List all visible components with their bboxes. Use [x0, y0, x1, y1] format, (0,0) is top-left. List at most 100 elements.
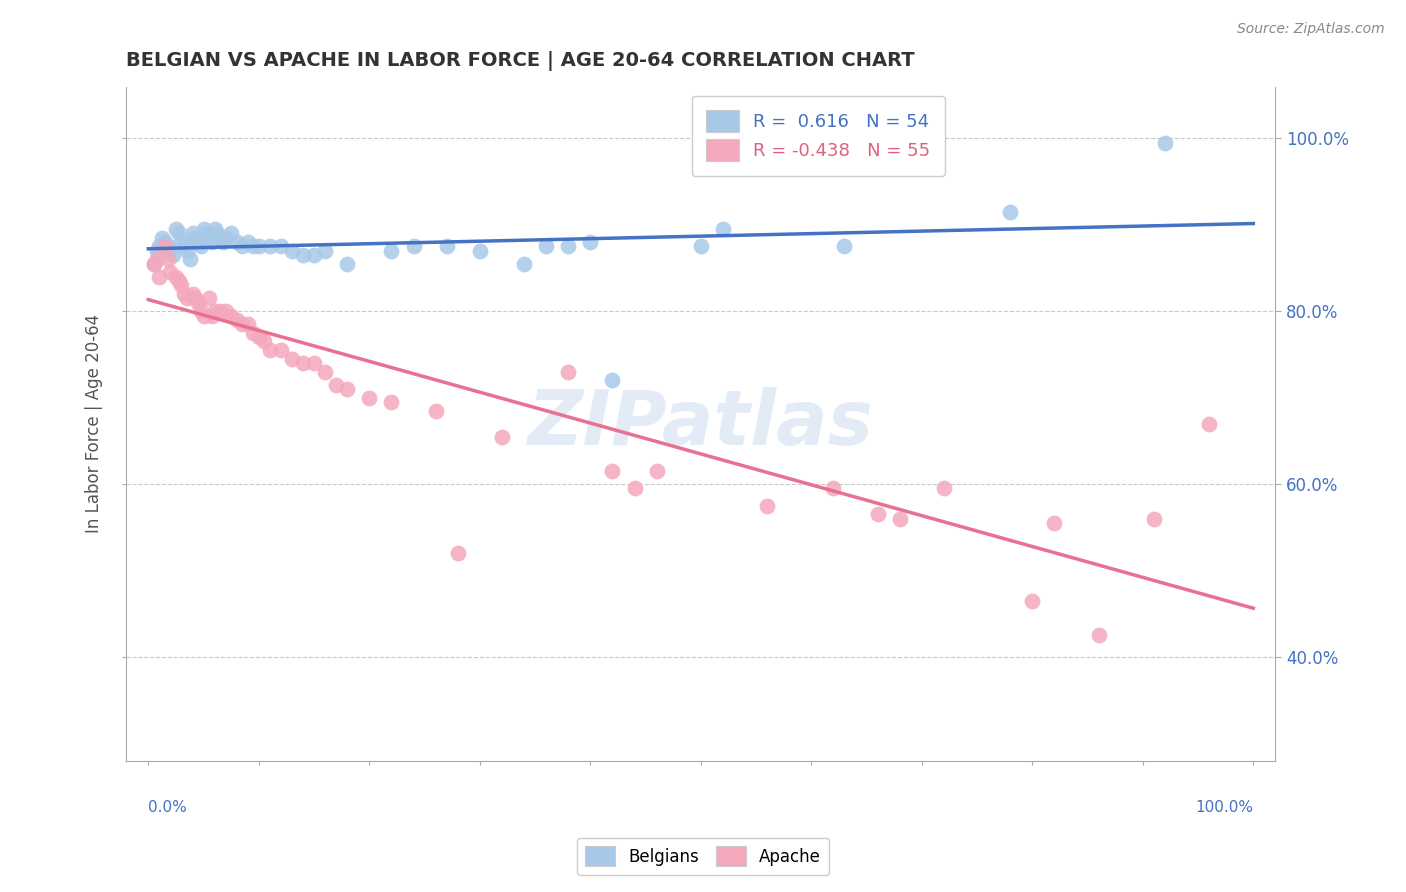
Point [167, 274, 190, 288]
Point [557, 365, 579, 379]
Point [336, 257, 359, 271]
Point [236, 235, 259, 249]
Point [602, 373, 624, 387]
Point [165, 222, 187, 236]
Point [1043, 516, 1066, 530]
Point [602, 464, 624, 478]
Point [194, 227, 217, 241]
Point [159, 244, 181, 258]
Point [242, 239, 264, 253]
Point [998, 204, 1021, 219]
Point [183, 231, 205, 245]
Legend: R =  0.616   N = 54, R = -0.438   N = 55: R = 0.616 N = 54, R = -0.438 N = 55 [692, 95, 945, 176]
Point [176, 244, 198, 258]
Point [190, 304, 212, 318]
Point [689, 239, 711, 253]
Point [281, 351, 304, 366]
Point [204, 222, 226, 236]
Point [193, 309, 215, 323]
Point [270, 343, 292, 358]
Y-axis label: In Labor Force | Age 20-64: In Labor Force | Age 20-64 [86, 314, 103, 533]
Point [231, 239, 253, 253]
Point [447, 546, 470, 560]
Text: ZIPatlas: ZIPatlas [527, 386, 873, 460]
Point [756, 499, 779, 513]
Point [170, 235, 193, 249]
Point [834, 239, 856, 253]
Point [823, 482, 845, 496]
Point [148, 239, 170, 253]
Point [932, 482, 955, 496]
Point [170, 278, 193, 293]
Point [148, 269, 170, 284]
Text: 100.0%: 100.0% [1195, 799, 1253, 814]
Point [513, 257, 536, 271]
Point [314, 365, 336, 379]
Point [173, 287, 195, 301]
Point [491, 429, 513, 443]
Point [142, 257, 165, 271]
Point [181, 227, 204, 241]
Point [380, 395, 402, 409]
Point [579, 235, 602, 249]
Point [215, 231, 238, 245]
Point [150, 231, 173, 245]
Point [468, 244, 491, 258]
Point [336, 382, 359, 396]
Point [292, 248, 315, 262]
Point [302, 248, 325, 262]
Point [157, 252, 180, 267]
Point [219, 309, 242, 323]
Point [209, 304, 232, 318]
Point [1154, 136, 1177, 150]
Point [1143, 511, 1166, 525]
Point [153, 239, 176, 253]
Point [866, 508, 889, 522]
Point [215, 304, 238, 318]
Point [253, 334, 276, 349]
Text: 0.0%: 0.0% [148, 799, 187, 814]
Point [187, 235, 209, 249]
Point [198, 231, 221, 245]
Point [146, 244, 169, 258]
Point [236, 317, 259, 331]
Point [623, 482, 645, 496]
Point [259, 239, 281, 253]
Point [1021, 594, 1043, 608]
Point [292, 356, 315, 370]
Point [436, 239, 458, 253]
Point [534, 239, 557, 253]
Point [187, 295, 209, 310]
Point [204, 304, 226, 318]
Point [162, 248, 184, 262]
Point [270, 239, 292, 253]
Point [219, 227, 242, 241]
Point [359, 391, 381, 405]
Point [159, 265, 181, 279]
Point [557, 239, 579, 253]
Point [889, 511, 911, 525]
Text: BELGIAN VS APACHE IN LABOR FORCE | AGE 20-64 CORRELATION CHART: BELGIAN VS APACHE IN LABOR FORCE | AGE 2… [127, 51, 915, 70]
Point [167, 227, 190, 241]
Point [142, 257, 165, 271]
Point [201, 235, 224, 249]
Point [201, 309, 224, 323]
Point [281, 244, 304, 258]
Point [259, 343, 281, 358]
Text: Source: ZipAtlas.com: Source: ZipAtlas.com [1237, 22, 1385, 37]
Point [153, 235, 176, 249]
Point [198, 291, 221, 305]
Point [247, 330, 270, 344]
Point [645, 464, 668, 478]
Point [157, 239, 180, 253]
Point [242, 326, 264, 340]
Point [302, 356, 325, 370]
Point [181, 287, 204, 301]
Point [146, 252, 169, 267]
Point [212, 235, 235, 249]
Point [209, 231, 232, 245]
Point [314, 244, 336, 258]
Point [380, 244, 402, 258]
Point [176, 291, 198, 305]
Legend: Belgians, Apache: Belgians, Apache [576, 838, 830, 875]
